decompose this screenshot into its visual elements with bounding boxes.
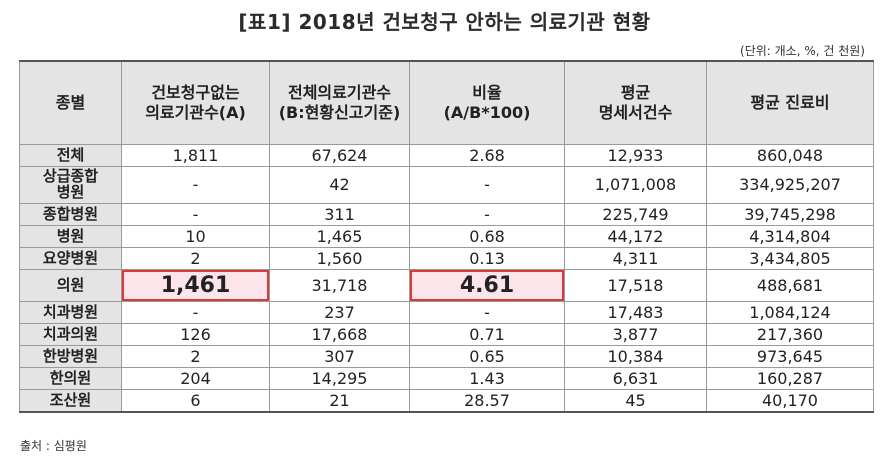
cell-avg-cost: 40,170 [706,389,874,413]
cell-no-claim-count: - [121,203,270,226]
cell-no-claim-count: - [121,301,270,324]
table-row: 전체 1,811 67,624 2.68 12,933 860,048 [19,144,874,167]
table-row: 치과병원 -237-17,483 1,084,124 [19,301,874,324]
cell-ratio: 0.71 [409,323,565,346]
cell-kind: 종합병원 [19,203,122,226]
cell-avg-claims: 44,172 [564,225,707,248]
header-line: 전체의료기관수 (B:현황신고기준) [278,83,401,122]
cell-avg-claims: 225,749 [564,203,707,226]
cell-kind: 요양병원 [19,247,122,270]
cell-total-count: 21 [269,389,410,413]
cell-total-count: 17,668 [269,323,410,346]
cell-no-claim-count: 204 [121,367,270,390]
cell-avg-claims: 4,311 [564,247,707,270]
table-title: [표1] 2018년 건보청구 안하는 의료기관 현황 [238,10,651,34]
cell-avg-claims: 3,877 [564,323,707,346]
cell-total-count: 67,624 [269,144,410,167]
header-line: 평균 명세서건수 [598,83,673,122]
cell-no-claim-count: 6 [121,389,270,413]
col-header-total-count: 전체의료기관수 (B:현황신고기준) [269,60,410,145]
cell-no-claim-count: 1,461 [121,269,270,302]
table-row: 치과의원 126 17,668 0.71 3,877 217,360 [19,323,874,346]
cell-kind: 의원 [19,269,122,302]
cell-ratio: - [409,203,565,226]
cell-ratio: 2.68 [409,144,565,167]
cell-no-claim-count: 10 [121,225,270,248]
col-header-kind: 종별 [19,60,122,145]
table-row: 조산원 6 21 28.57 45 40,170 [19,389,874,413]
table-row: 한의원 204 14,295 1.43 6,631 160,287 [19,367,874,390]
cell-no-claim-count: 1,811 [121,144,270,167]
cell-avg-claims: 12,933 [564,144,707,167]
cell-no-claim-count: - [121,166,270,204]
cell-ratio: 1.43 [409,367,565,390]
cell-avg-claims: 17,483 [564,301,707,324]
cell-avg-claims: 17,518 [564,269,707,302]
source-note: 출처 : 심평원 [20,439,87,453]
table-body: 전체 1,811 67,624 2.68 12,933 860,048 상급종합 병원 -42… [19,144,874,413]
cell-no-claim-count: 2 [121,247,270,270]
col-header-no-claim-count: 건보청구없는 의료기관수(A) [121,60,270,145]
table-row: 종합병원 -311-225,749 39,745,298 [19,203,874,226]
cell-avg-claims: 10,384 [564,345,707,368]
cell-ratio: 0.65 [409,345,565,368]
header-line: 비율 (A/B*100) [443,83,531,122]
table-row: 의원 1,461 31,718 4.61 17,518 488,681 [19,269,874,302]
cell-kind: 상급종합 병원 [19,166,122,204]
cell-avg-claims: 1,071,008 [564,166,707,204]
cell-kind: 치과병원 [19,301,122,324]
table-row: 병원 10 1,465 0.68 44,172 4,314,804 [19,225,874,248]
table-row: 상급종합 병원 -42-1,071,008 334,925,207 [19,166,874,204]
cell-ratio: - [409,301,565,324]
cell-kind: 한방병원 [19,345,122,368]
header-row: 종별 건보청구없는 의료기관수(A) 전체의료기관수 (B:현황신고기준) 비율… [19,60,874,145]
cell-kind: 병원 [19,225,122,248]
cell-total-count: 307 [269,345,410,368]
cell-avg-cost: 334,925,207 [706,166,874,204]
cell-avg-cost: 217,360 [706,323,874,346]
cell-total-count: 311 [269,203,410,226]
cell-kind: 조산원 [19,389,122,413]
cell-avg-cost: 973,645 [706,345,874,368]
data-table: 종별 건보청구없는 의료기관수(A) 전체의료기관수 (B:현황신고기준) 비율… [19,60,874,413]
col-header-avg-claims: 평균 명세서건수 [564,60,707,145]
cell-total-count: 31,718 [269,269,410,302]
unit-note: (단위: 개소, %, 건 천원) [740,44,865,58]
cell-kind: 전체 [19,144,122,167]
header-line: 건보청구없는 의료기관수(A) [145,83,246,122]
cell-avg-cost: 160,287 [706,367,874,390]
table-row: 요양병원 2 1,560 0.13 4,311 3,434,805 [19,247,874,270]
cell-ratio: 4.61 [409,269,565,302]
cell-kind: 한의원 [19,367,122,390]
cell-avg-cost: 3,434,805 [706,247,874,270]
cell-avg-cost: 4,314,804 [706,225,874,248]
cell-total-count: 1,465 [269,225,410,248]
cell-ratio: 0.68 [409,225,565,248]
cell-total-count: 237 [269,301,410,324]
cell-ratio: - [409,166,565,204]
cell-avg-cost: 488,681 [706,269,874,302]
cell-avg-claims: 45 [564,389,707,413]
col-header-avg-cost: 평균 진료비 [706,60,874,145]
col-header-ratio: 비율 (A/B*100) [409,60,565,145]
cell-avg-claims: 6,631 [564,367,707,390]
cell-kind: 치과의원 [19,323,122,346]
cell-ratio: 0.13 [409,247,565,270]
cell-total-count: 1,560 [269,247,410,270]
cell-avg-cost: 1,084,124 [706,301,874,324]
cell-avg-cost: 39,745,298 [706,203,874,226]
cell-no-claim-count: 126 [121,323,270,346]
table-row: 한방병원 2 307 0.65 10,384 973,645 [19,345,874,368]
cell-no-claim-count: 2 [121,345,270,368]
cell-total-count: 42 [269,166,410,204]
cell-avg-cost: 860,048 [706,144,874,167]
cell-total-count: 14,295 [269,367,410,390]
cell-ratio: 28.57 [409,389,565,413]
